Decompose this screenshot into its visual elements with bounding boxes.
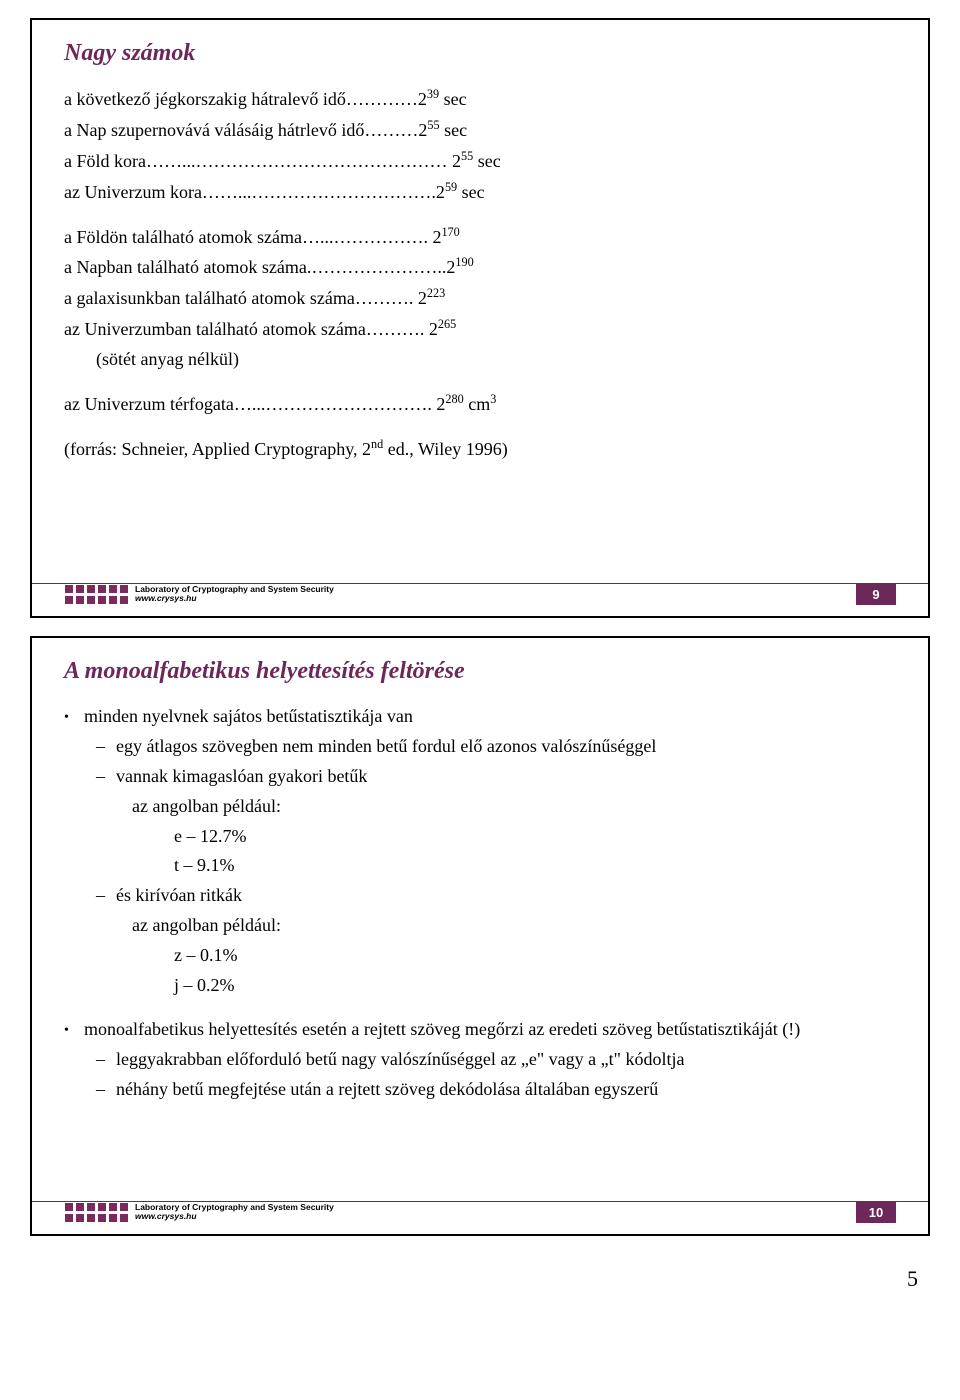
footer-divider <box>32 583 928 584</box>
bullet-item: egy átlagos szövegben nem minden betű fo… <box>96 733 896 761</box>
footer-text: Laboratory of Cryptography and System Se… <box>135 585 334 604</box>
bullet-item: az angolban például: <box>132 793 896 821</box>
text-line: a Földön található atomok száma…...……………… <box>64 223 896 252</box>
bullet-item: j – 0.2% <box>174 972 896 1000</box>
text-line: az Univerzum kora……...………………………….259 sec <box>64 178 896 207</box>
page-number: 5 <box>0 1266 918 1292</box>
slide-1-footer: Laboratory of Cryptography and System Se… <box>64 580 896 608</box>
footer-left: Laboratory of Cryptography and System Se… <box>64 1202 334 1223</box>
text-line: a Napban található atomok száma.………………….… <box>64 253 896 282</box>
bullet-item: monoalfabetikus helyettesítés esetén a r… <box>64 1016 896 1044</box>
footer-url: www.crysys.hu <box>135 1212 334 1221</box>
bullet-item: e – 12.7% <box>174 823 896 851</box>
bullet-item: az angolban például: <box>132 912 896 940</box>
bullet-item: leggyakrabban előforduló betű nagy valós… <box>96 1046 896 1074</box>
bullet-item: és kirívóan ritkák <box>96 882 896 910</box>
slide-2: A monoalfabetikus helyettesítés feltörés… <box>30 636 930 1236</box>
bullet-item: t – 9.1% <box>174 852 896 880</box>
slide-1: Nagy számok a következő jégkorszakig hát… <box>30 18 930 618</box>
slide-1-number: 9 <box>856 584 896 605</box>
bullet-item: vannak kimagaslóan gyakori betűk <box>96 763 896 791</box>
text-line: a Nap szupernovává válásáig hátrlevő idő… <box>64 116 896 145</box>
slide-2-footer: Laboratory of Cryptography and System Se… <box>64 1198 896 1226</box>
slide-2-content: minden nyelvnek sajátos betűstatisztikáj… <box>64 703 896 1186</box>
crysys-logo-icon <box>64 1202 129 1223</box>
text-line: (forrás: Schneier, Applied Cryptography,… <box>64 435 896 464</box>
bullet-item: z – 0.1% <box>174 942 896 970</box>
text-line: (sötét anyag nélkül) <box>96 346 896 374</box>
footer-url: www.crysys.hu <box>135 594 334 603</box>
bullet-item: néhány betű megfejtése után a rejtett sz… <box>96 1076 896 1104</box>
footer-text: Laboratory of Cryptography and System Se… <box>135 1203 334 1222</box>
slide-2-title: A monoalfabetikus helyettesítés feltörés… <box>64 658 896 685</box>
crysys-logo-icon <box>64 584 129 605</box>
slide-1-title: Nagy számok <box>64 40 896 67</box>
text-line: a Föld kora……...…………………………………… 255 sec <box>64 147 896 176</box>
text-line: a galaxisunkban található atomok száma……… <box>64 284 896 313</box>
text-line: az Univerzum térfogata…...………………………. 228… <box>64 390 896 419</box>
bullet-item: minden nyelvnek sajátos betűstatisztikáj… <box>64 703 896 731</box>
slide-2-number: 10 <box>856 1202 896 1223</box>
slide-1-content: a következő jégkorszakig hátralevő idő……… <box>64 85 896 568</box>
text-line: az Univerzumban található atomok száma……… <box>64 315 896 344</box>
footer-divider <box>32 1201 928 1202</box>
text-line: a következő jégkorszakig hátralevő idő……… <box>64 85 896 114</box>
footer-left: Laboratory of Cryptography and System Se… <box>64 584 334 605</box>
